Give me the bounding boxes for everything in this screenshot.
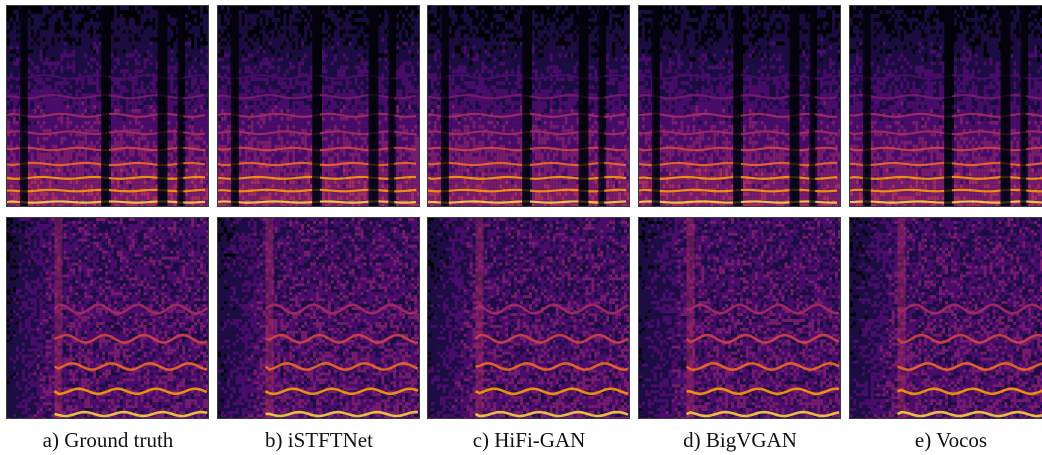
spectrogram-bottom-hifi-gan (427, 217, 630, 419)
caption-bigvgan: d) BigVGAN (628, 428, 852, 453)
caption-istftnet: b) iSTFTNet (207, 428, 431, 453)
column-ground-truth: a) Ground truth (6, 0, 210, 455)
column-bigvgan: d) BigVGAN (638, 0, 842, 455)
spectrogram-bottom-istftnet (217, 217, 420, 419)
column-vocos: e) Vocos (849, 0, 1042, 455)
spectrogram-top-ground-truth (6, 5, 209, 207)
spectrogram-bottom-bigvgan (638, 217, 841, 419)
spectrogram-top-vocos (849, 5, 1042, 207)
spectrogram-bottom-vocos (849, 217, 1042, 419)
spectrogram-top-hifi-gan (427, 5, 630, 207)
spectrogram-top-bigvgan (638, 5, 841, 207)
caption-vocos: e) Vocos (839, 428, 1042, 453)
spectrogram-top-istftnet (217, 5, 420, 207)
column-hifi-gan: c) HiFi-GAN (427, 0, 631, 455)
caption-ground-truth: a) Ground truth (0, 428, 220, 453)
spectrogram-bottom-ground-truth (6, 217, 209, 419)
caption-hifi-gan: c) HiFi-GAN (417, 428, 641, 453)
column-istftnet: b) iSTFTNet (217, 0, 421, 455)
